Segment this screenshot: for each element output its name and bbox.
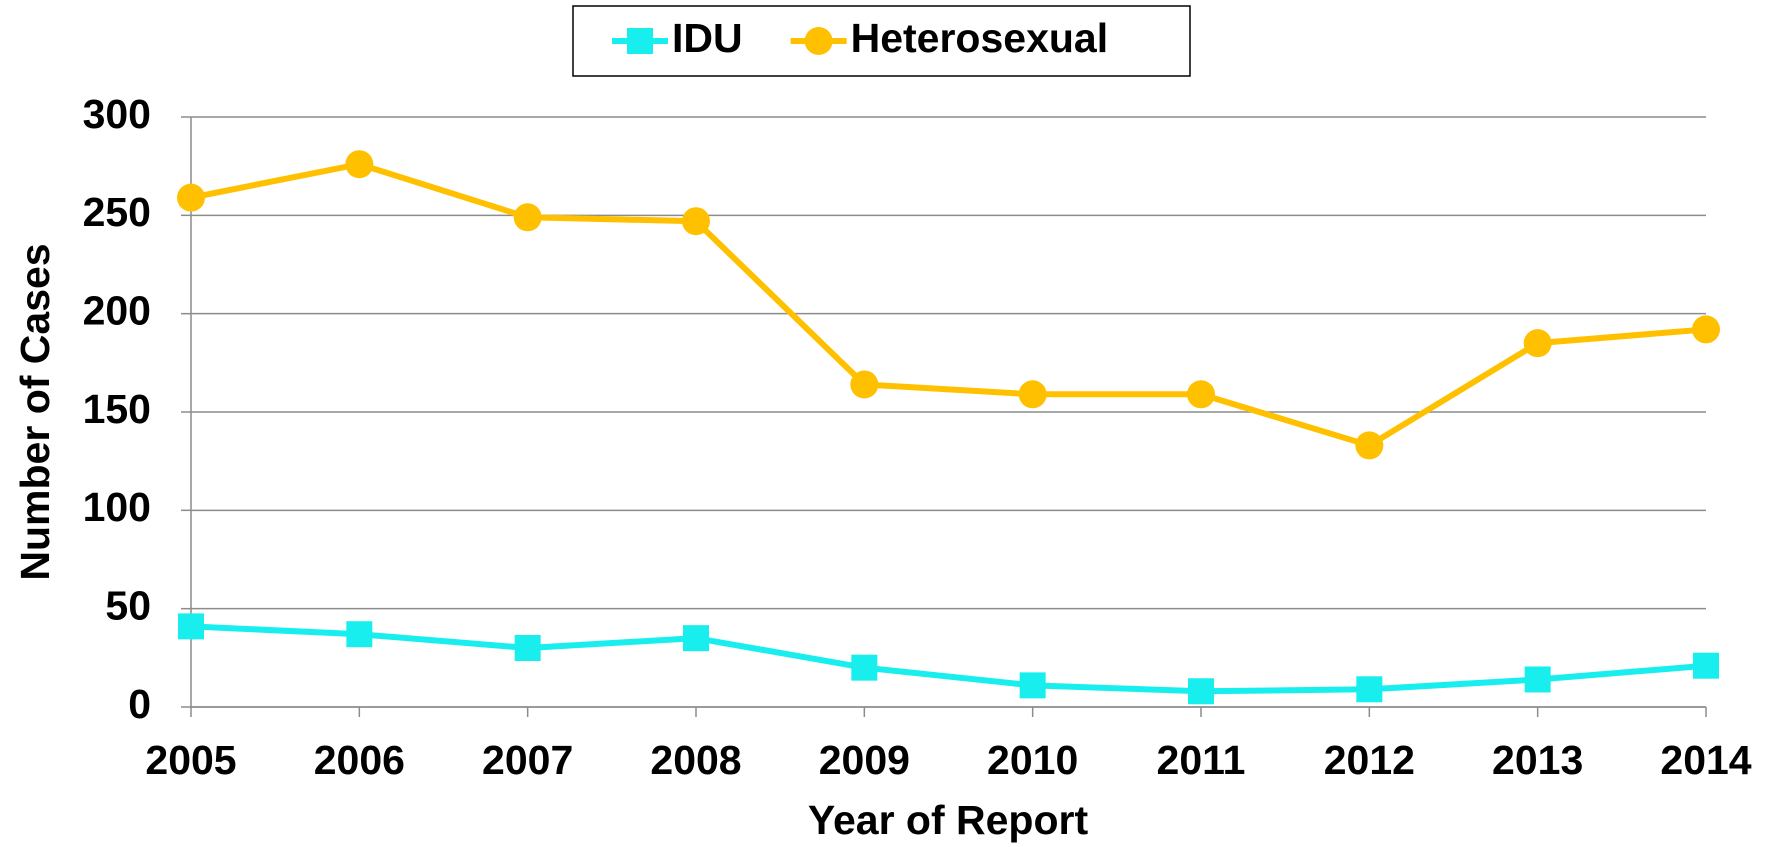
marker	[346, 621, 373, 648]
y-tick-label: 250	[83, 189, 151, 235]
marker	[850, 370, 879, 399]
marker	[178, 613, 204, 640]
marker	[1019, 672, 1046, 699]
x-tick-label: 2014	[1660, 737, 1751, 783]
marker	[1524, 666, 1551, 693]
legend-marker	[804, 27, 833, 55]
series-line	[190, 623, 1707, 695]
marker	[1692, 315, 1720, 344]
x-tick-label: 2013	[1492, 737, 1583, 783]
marker	[683, 625, 709, 652]
legend-box	[572, 5, 1191, 77]
y-tick-label: 0	[128, 681, 151, 727]
y-tick-label: 50	[105, 582, 151, 628]
marker	[513, 203, 542, 232]
marker	[1523, 329, 1552, 358]
marker	[1187, 380, 1215, 409]
y-tick-label: 100	[83, 484, 151, 530]
y-axis-title: Number of Cases	[12, 243, 58, 580]
x-tick-label: 2010	[987, 737, 1078, 783]
x-tick-label: 2006	[314, 737, 405, 783]
marker	[1355, 431, 1384, 460]
marker	[1356, 676, 1383, 703]
marker	[177, 183, 205, 212]
marker	[1018, 380, 1047, 409]
y-tick-label: 200	[83, 287, 151, 333]
x-tick-label: 2011	[1157, 737, 1246, 783]
marker	[682, 207, 710, 236]
marker	[1693, 652, 1719, 679]
legend-label: IDU	[672, 15, 743, 61]
series-line	[190, 161, 1707, 449]
y-tick-label: 300	[83, 91, 151, 137]
x-tick-label: 2005	[145, 737, 236, 783]
x-tick-label: 2008	[650, 737, 741, 783]
legend-marker	[627, 28, 653, 54]
marker	[851, 654, 878, 681]
marker	[514, 635, 541, 661]
x-tick-label: 2009	[819, 737, 910, 783]
marker	[1188, 678, 1214, 705]
marker	[345, 150, 374, 179]
y-tick-label: 150	[83, 386, 151, 432]
x-tick-label: 2007	[482, 737, 573, 783]
legend-label: Heterosexual	[851, 15, 1109, 61]
x-tick-label: 2012	[1324, 737, 1415, 783]
x-axis-title: Year of Report	[808, 797, 1089, 843]
